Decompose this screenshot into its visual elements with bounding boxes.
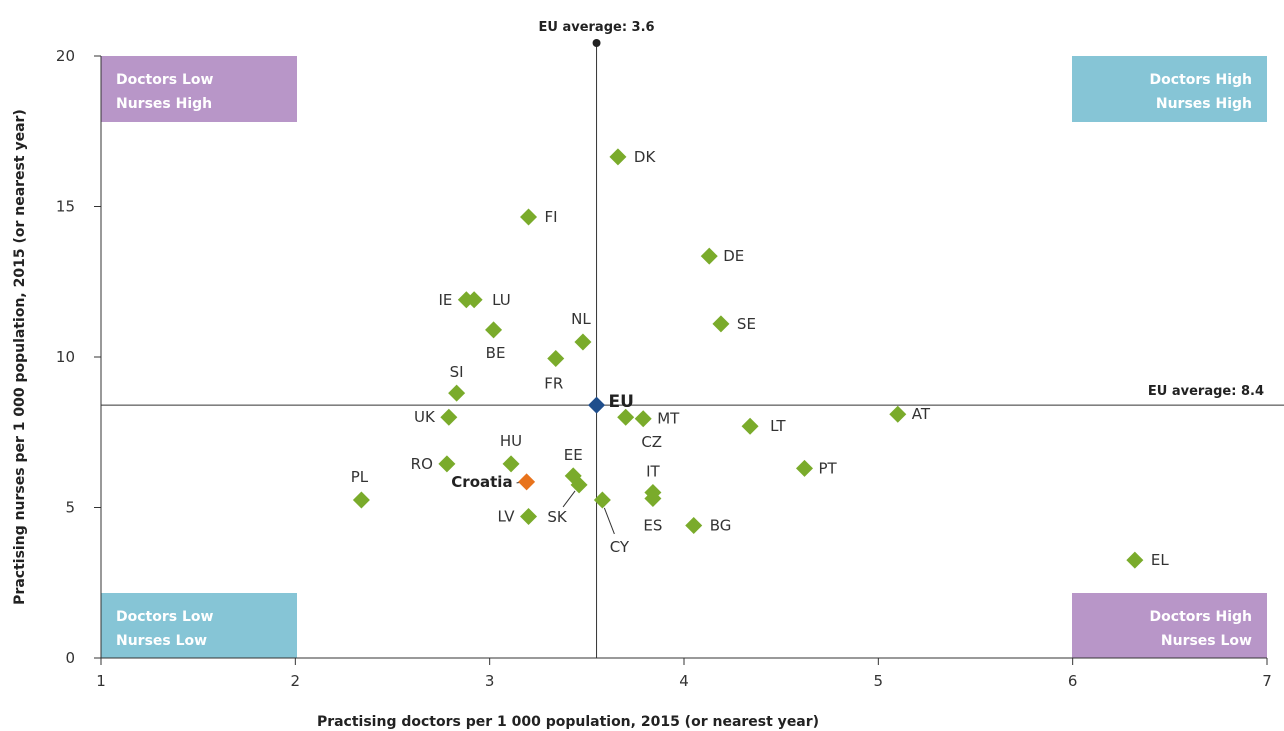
data-points — [352, 148, 1144, 569]
label-croatia: Croatia — [451, 473, 512, 491]
y-axis-title: Practising nurses per 1 000 population, … — [12, 109, 28, 605]
quadrant-top-right-line2: Nurses High — [1156, 96, 1252, 112]
y-tick-label: 15 — [56, 198, 75, 216]
point-pt — [795, 459, 813, 477]
label-hu: HU — [500, 432, 522, 450]
point-nl — [574, 333, 592, 351]
x-ticks: 1 2 3 4 5 6 7 — [96, 658, 1272, 690]
label-bg: BG — [710, 517, 732, 535]
point-dk — [609, 148, 627, 166]
y-tick-label: 20 — [56, 47, 75, 65]
quadrant-bottom-left-line1: Doctors Low — [116, 609, 213, 625]
x-tick-label: 6 — [1068, 672, 1078, 690]
x-tick-label: 3 — [485, 672, 495, 690]
y-tick-label: 10 — [56, 348, 75, 366]
point-uk — [440, 408, 458, 426]
point-at — [889, 405, 907, 423]
x-tick-label: 1 — [96, 672, 106, 690]
point-si — [448, 384, 466, 402]
x-tick-label: 2 — [291, 672, 301, 690]
label-fi: FI — [545, 208, 558, 226]
label-nl: NL — [571, 310, 591, 328]
point-se — [712, 315, 730, 333]
label-pl: PL — [351, 468, 369, 486]
quadrant-bottom-left: Doctors Low Nurses Low — [101, 593, 297, 658]
point-cz — [617, 408, 635, 426]
label-ro: RO — [411, 455, 433, 473]
label-be: BE — [486, 344, 506, 362]
label-sk: SK — [547, 508, 568, 526]
point-bg — [685, 517, 703, 535]
label-se: SE — [737, 315, 756, 333]
point-hu — [502, 455, 520, 473]
quadrant-top-right-line1: Doctors High — [1150, 72, 1252, 88]
point-es — [644, 489, 662, 507]
point-croatia — [518, 473, 536, 491]
label-at: AT — [912, 405, 931, 423]
quadrant-bottom-right: Doctors High Nurses Low — [1072, 593, 1267, 658]
label-el: EL — [1151, 551, 1169, 569]
label-fr: FR — [544, 375, 563, 393]
label-lu: LU — [492, 291, 511, 309]
label-lt: LT — [770, 417, 786, 435]
point-cy — [593, 491, 611, 509]
quadrant-top-left-line2: Nurses High — [116, 96, 212, 112]
label-mt: MT — [657, 410, 680, 428]
label-pt: PT — [818, 459, 837, 477]
quadrant-top-right: Doctors High Nurses High — [1072, 56, 1267, 122]
point-lu — [465, 291, 483, 309]
label-lv: LV — [498, 508, 516, 526]
quadrant-top-left-box — [101, 56, 297, 122]
label-es: ES — [643, 516, 662, 534]
point-lv — [520, 508, 538, 526]
leader-sk — [562, 490, 576, 508]
point-el — [1126, 551, 1144, 569]
point-ro — [438, 455, 456, 473]
eu-average-doctors-label: EU average: 3.6 — [539, 20, 655, 35]
quadrant-top-left-line1: Doctors Low — [116, 72, 213, 88]
quadrant-bottom-right-box — [1072, 593, 1267, 658]
leader-cy — [603, 507, 615, 535]
x-tick-label: 5 — [874, 672, 884, 690]
point-be — [485, 321, 503, 339]
x-tick-label: 7 — [1262, 672, 1272, 690]
eu-average-doctors-marker — [592, 39, 601, 47]
label-si: SI — [450, 363, 464, 381]
eu-average-nurses-label: EU average: 8.4 — [1148, 384, 1264, 399]
label-cz: CZ — [641, 433, 662, 451]
quadrant-bottom-left-box — [101, 593, 297, 658]
x-axis-title: Practising doctors per 1 000 population,… — [317, 714, 819, 730]
point-eu — [588, 396, 606, 414]
y-ticks: 0 5 10 15 20 — [56, 47, 101, 667]
eu-average-lines: EU average: 3.6 EU average: 8.4 — [101, 20, 1284, 658]
label-ee: EE — [564, 446, 583, 464]
point-de — [700, 247, 718, 265]
label-de: DE — [723, 247, 744, 265]
label-ie: IE — [438, 291, 452, 309]
point-labels: DK FI DE IE LU SE BE NL FR SI EU UK CZ MT AT LT HU RO PT EE… — [351, 148, 1170, 569]
quadrant-top-left: Doctors Low Nurses High — [101, 56, 297, 122]
y-tick-label: 0 — [65, 649, 75, 667]
quadrant-bottom-left-line2: Nurses Low — [116, 633, 207, 649]
point-fr — [547, 350, 565, 368]
quadrant-labels: Doctors Low Nurses High Doctors High Nur… — [101, 56, 1267, 658]
label-dk: DK — [634, 148, 657, 166]
point-sk — [570, 476, 588, 494]
label-it: IT — [646, 462, 660, 480]
quadrant-top-right-box — [1072, 56, 1267, 122]
label-uk: UK — [414, 408, 436, 426]
quadrant-bottom-right-line1: Doctors High — [1150, 609, 1252, 625]
y-tick-label: 5 — [65, 499, 75, 517]
point-mt — [634, 410, 652, 428]
x-tick-label: 4 — [679, 672, 689, 690]
quadrant-bottom-right-line2: Nurses Low — [1161, 633, 1252, 649]
point-fi — [520, 208, 538, 226]
point-lt — [741, 417, 759, 435]
label-eu: EU — [609, 392, 634, 412]
point-pl — [352, 491, 370, 509]
label-cy: CY — [610, 538, 630, 556]
